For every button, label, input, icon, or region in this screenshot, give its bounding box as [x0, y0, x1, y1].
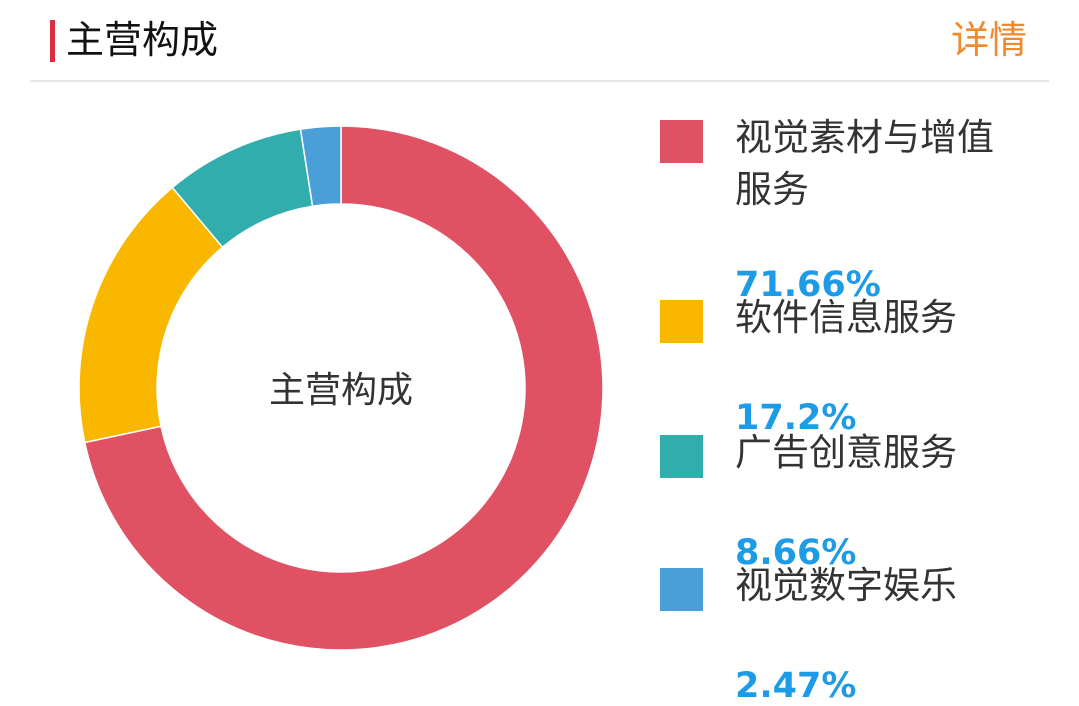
legend-label: 视觉素材与增值服务 [735, 116, 994, 211]
donut-slice-1[interactable] [78, 186, 224, 444]
donut-slice-3[interactable] [299, 125, 342, 208]
legend-label: 软件信息服务 [735, 296, 957, 339]
legend-swatch [660, 435, 703, 478]
legend-percent: 2.47% [735, 666, 857, 706]
donut-slice-0[interactable] [83, 125, 604, 651]
legend-label: 视觉数字娱乐 [735, 564, 957, 607]
donut-chart: 主营构成 [78, 125, 604, 651]
legend-swatch [660, 300, 703, 343]
legend-swatch [660, 120, 703, 163]
legend-label: 广告创意服务 [735, 431, 957, 474]
divider [30, 80, 1049, 82]
legend-percent: 17.2% [735, 398, 857, 438]
legend-percent: 8.66% [735, 533, 857, 573]
detail-link[interactable]: 详情 [950, 18, 1027, 62]
legend-percent: 71.66% [735, 265, 881, 305]
section-title: 主营构成 [66, 18, 219, 62]
center-label: 主营构成 [269, 370, 413, 411]
title-accent-bar [50, 20, 55, 62]
legend-swatch [660, 568, 703, 611]
